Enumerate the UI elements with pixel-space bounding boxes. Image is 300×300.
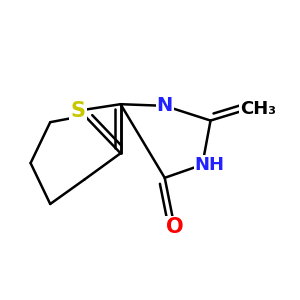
Text: N: N <box>157 96 173 115</box>
Text: O: O <box>166 217 183 237</box>
Text: NH: NH <box>194 156 224 174</box>
Text: CH₃: CH₃ <box>240 100 276 118</box>
Text: S: S <box>70 101 86 121</box>
